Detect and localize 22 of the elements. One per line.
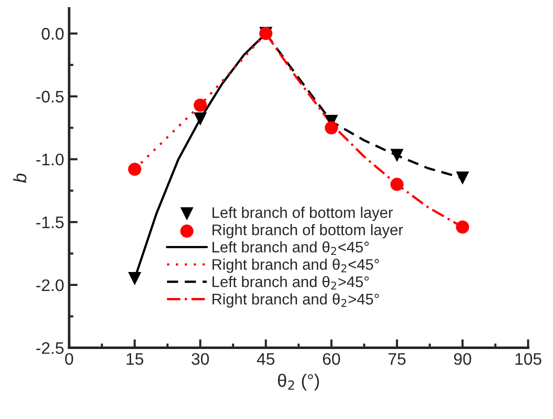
x-tick-label: 45 xyxy=(256,353,274,365)
x-axis-title: θ$_{2}$ (°) xyxy=(278,374,319,391)
y-tick-label: -1.5 xyxy=(36,216,64,228)
x-tick-label: 15 xyxy=(126,353,144,365)
y-tick-label: -1.0 xyxy=(36,154,64,166)
legend-label: Right branch of bottom layer xyxy=(212,224,404,238)
y-axis-title: b xyxy=(13,174,26,183)
y-tick-label: 0.0 xyxy=(42,28,64,40)
y-tick-label: -2.5 xyxy=(36,342,64,354)
y-tick-label: -2.0 xyxy=(36,279,64,292)
legend-label: Left branch and θ$_{2}$<45° xyxy=(212,241,369,255)
legend-label: Left branch and θ$_{2}$>45° xyxy=(212,276,369,290)
x-tick-label: 90 xyxy=(454,353,472,365)
x-tick-label: 60 xyxy=(322,353,340,365)
x-tick-label: 105 xyxy=(515,353,542,365)
x-tick-label: 30 xyxy=(192,353,209,365)
y-tick-label: -0.5 xyxy=(36,90,64,103)
legend-label: Right branch and θ$_{2}$<45° xyxy=(212,258,379,273)
x-tick-label: 75 xyxy=(388,353,406,365)
legend-label: Left branch of bottom layer xyxy=(212,206,393,221)
legend-label: Right branch and θ$_{2}$>45° xyxy=(212,293,379,308)
x-tick-label: 0 xyxy=(65,353,74,365)
